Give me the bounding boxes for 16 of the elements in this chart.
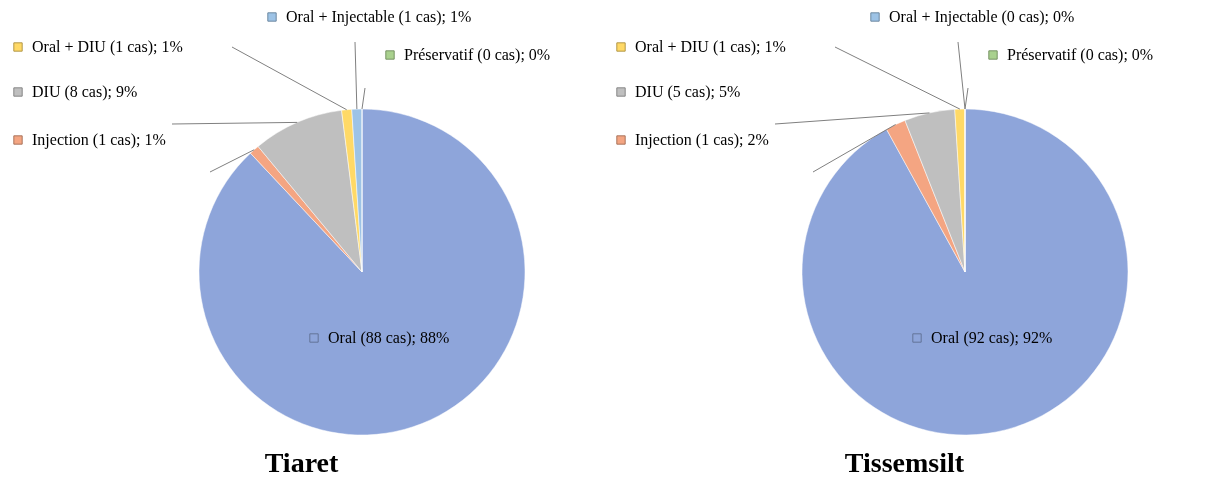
legend-label: Préservatif (0 cas); 0% xyxy=(1007,46,1154,64)
pie-slice xyxy=(198,108,526,435)
legend-label: Oral + DIU (1 cas); 1% xyxy=(635,38,786,56)
legend-label: Oral + DIU (1 cas); 1% xyxy=(32,38,183,56)
text: Tiaret xyxy=(264,447,339,478)
legend-label: Préservatif (0 cas); 0% xyxy=(404,46,551,64)
pie-slice xyxy=(801,108,1129,435)
legend-label: Oral + Injectable (1 cas); 1% xyxy=(286,8,472,26)
legend-label: DIU (8 cas); 9% xyxy=(32,83,138,101)
legend-label: Injection (1 cas); 1% xyxy=(32,131,166,149)
text: Tissemsilt xyxy=(844,447,965,478)
legend-label: DIU (5 cas); 5% xyxy=(635,83,741,101)
legend-label: Oral (88 cas); 88% xyxy=(328,329,450,347)
legend-label: Injection (1 cas); 2% xyxy=(635,131,769,149)
legend-label: Oral (92 cas); 92% xyxy=(931,329,1053,347)
legend-label: Oral + Injectable (0 cas); 0% xyxy=(889,8,1075,26)
